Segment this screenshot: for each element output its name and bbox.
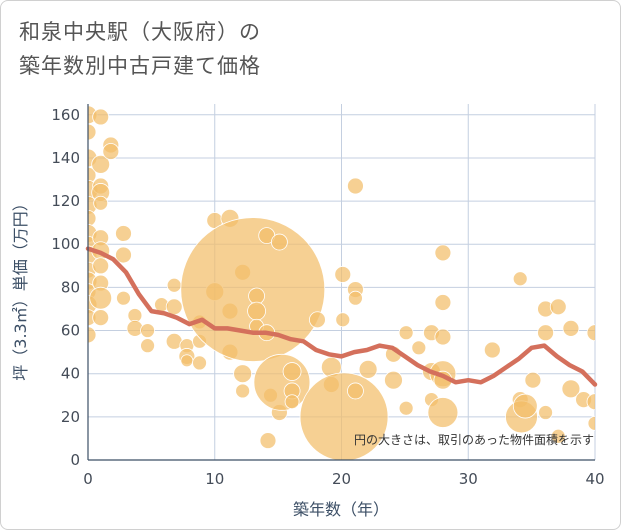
data-bubble xyxy=(116,290,131,306)
data-bubble xyxy=(347,177,364,195)
y-tick-label: 100 xyxy=(51,235,80,253)
x-axis-label: 築年数（年） xyxy=(293,500,389,519)
data-bubble xyxy=(586,324,595,342)
data-bubble xyxy=(434,328,452,346)
data-bubble xyxy=(348,290,363,306)
y-axis-label: 坪（3.3㎡）単価（万円） xyxy=(11,195,30,380)
data-bubble xyxy=(88,166,97,184)
x-tick-label: 40 xyxy=(585,470,604,488)
data-bubble xyxy=(561,379,581,399)
data-bubble xyxy=(88,123,97,141)
bubble-size-note: 円の大きさは、取引のあった物件面積を示す xyxy=(354,432,594,447)
data-bubble xyxy=(92,309,110,327)
average-price-line xyxy=(85,246,598,387)
y-tick-label: 140 xyxy=(51,149,80,167)
data-bubble xyxy=(512,393,538,419)
data-bubble xyxy=(270,233,288,251)
data-bubble xyxy=(434,294,452,311)
trend-series xyxy=(85,246,598,387)
data-bubble xyxy=(427,397,459,428)
data-bubble xyxy=(247,301,266,321)
data-bubble xyxy=(512,271,528,287)
data-bubble xyxy=(347,382,364,400)
data-bubble xyxy=(282,362,302,381)
data-bubble xyxy=(398,400,414,416)
data-bubble xyxy=(537,324,554,342)
chart-title: 和泉中央駅（大阪府）の 築年数別中古戸建て価格 xyxy=(19,15,261,83)
data-bubble xyxy=(253,353,311,411)
x-tick-label: 10 xyxy=(205,470,224,488)
data-bubble xyxy=(192,355,207,371)
y-tick-label: 120 xyxy=(51,192,80,210)
data-bubble xyxy=(309,311,326,329)
chart-title-line1: 和泉中央駅（大阪府）の xyxy=(19,20,261,44)
data-bubble xyxy=(259,432,277,449)
y-tick-label: 40 xyxy=(61,365,80,383)
data-bubble xyxy=(550,428,566,444)
bubble-series xyxy=(88,105,595,460)
data-bubble xyxy=(358,359,378,379)
data-bubble xyxy=(88,209,97,227)
data-bubble xyxy=(140,338,155,354)
data-bubble xyxy=(115,246,132,264)
axes: 0 20 40 60 80 100 120 140 160 0 10 20 30 40 xyxy=(51,104,605,488)
data-bubble xyxy=(165,298,183,316)
data-bubble xyxy=(524,371,542,389)
x-tick-label: 20 xyxy=(332,470,351,488)
data-bubble xyxy=(549,298,567,316)
y-tick-label: 20 xyxy=(61,408,80,426)
data-bubble xyxy=(248,287,265,305)
data-bubble xyxy=(483,341,501,359)
data-bubble xyxy=(538,405,553,420)
data-bubble xyxy=(562,319,580,337)
data-bubble xyxy=(93,195,109,211)
data-bubble xyxy=(89,286,113,310)
y-tick-label: 80 xyxy=(61,278,80,296)
data-bubble xyxy=(115,225,132,242)
data-bubble xyxy=(284,394,300,410)
data-bubble xyxy=(434,244,452,262)
data-bubble xyxy=(88,326,97,344)
y-tick-label: 160 xyxy=(51,106,80,124)
y-tick-label: 60 xyxy=(61,322,80,340)
data-bubble xyxy=(587,415,595,431)
data-bubble xyxy=(180,354,194,368)
y-tick-label: 0 xyxy=(70,451,80,469)
data-bubble xyxy=(233,364,253,384)
x-tick-label: 0 xyxy=(83,470,93,488)
data-bubble xyxy=(92,257,110,275)
data-bubble xyxy=(335,312,351,328)
chart-title-line2: 築年数別中古戸建て価格 xyxy=(19,54,261,78)
data-bubble xyxy=(411,340,427,356)
data-bubble xyxy=(140,323,155,338)
data-bubble xyxy=(235,383,251,399)
data-bubble xyxy=(102,143,120,160)
data-bubble xyxy=(398,325,414,341)
data-bubble xyxy=(91,155,111,174)
x-tick-label: 30 xyxy=(459,470,478,488)
data-bubble xyxy=(299,372,389,460)
data-bubble xyxy=(334,266,352,283)
data-bubble xyxy=(92,108,110,126)
data-bubble xyxy=(586,393,595,411)
data-bubble xyxy=(384,370,403,390)
data-bubble xyxy=(166,277,182,293)
